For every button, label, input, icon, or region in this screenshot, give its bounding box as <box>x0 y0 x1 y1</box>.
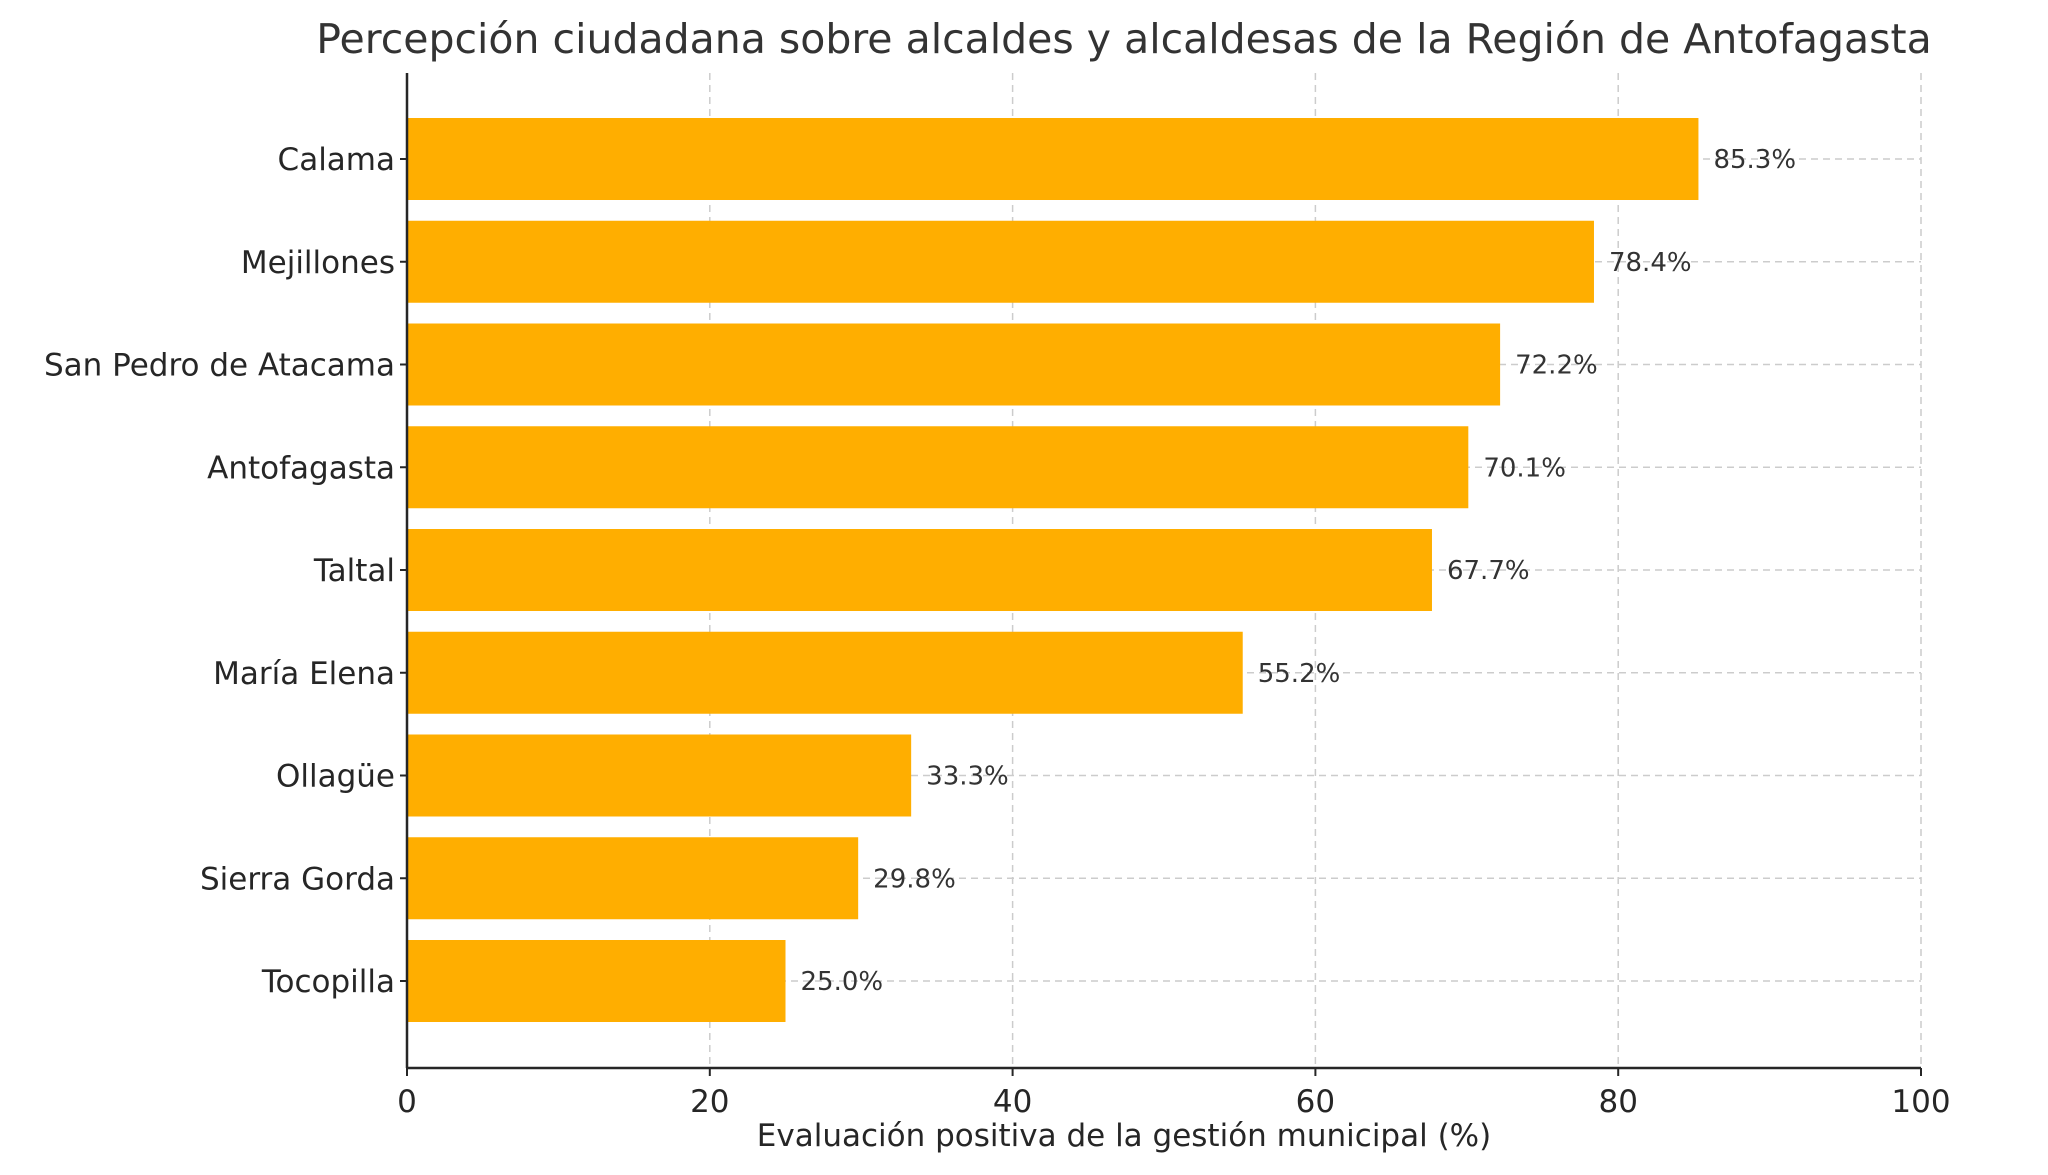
x-tick-label-5: 100 <box>1891 1084 1950 1120</box>
bar-1 <box>407 220 1594 303</box>
bars <box>407 118 1699 1022</box>
value-label-0: 85.3% <box>1713 145 1796 175</box>
chart-title: Percepción ciudadana sobre alcaldes y al… <box>316 15 1932 63</box>
bar-8 <box>407 940 786 1022</box>
category-label-2: San Pedro de Atacama <box>44 348 395 384</box>
value-label-4: 67.7% <box>1447 556 1530 586</box>
category-label-3: Antofagasta <box>207 450 395 486</box>
value-label-1: 78.4% <box>1609 248 1692 278</box>
x-tick-label-0: 0 <box>397 1084 417 1120</box>
category-label-8: Tocopilla <box>261 964 395 1000</box>
value-label-3: 70.1% <box>1483 453 1566 483</box>
value-label-6: 33.3% <box>926 762 1009 792</box>
axes <box>400 73 1922 1076</box>
x-tick-label-1: 20 <box>690 1084 729 1120</box>
category-label-0: Calama <box>278 142 395 178</box>
bar-4 <box>407 529 1432 611</box>
category-label-4: Taltal <box>313 553 395 589</box>
value-label-2: 72.2% <box>1515 351 1598 381</box>
bar-0 <box>407 118 1699 200</box>
value-label-8: 25.0% <box>801 967 884 997</box>
x-axis-label: Evaluación positiva de la gestión munici… <box>757 1118 1491 1154</box>
bar-2 <box>407 323 1501 406</box>
labels: 85.3% Calama 78.4% Mejillones 72.2% San Pedro… <box>44 142 1951 1120</box>
category-label-5: María Elena <box>213 656 395 692</box>
bar-3 <box>407 426 1469 509</box>
x-tick-label-2: 40 <box>993 1084 1032 1120</box>
category-label-1: Mejillones <box>241 245 395 281</box>
category-label-7: Sierra Gorda <box>200 861 395 897</box>
x-tick-label-4: 80 <box>1598 1084 1637 1120</box>
category-label-6: Ollagüe <box>276 759 395 795</box>
value-label-5: 55.2% <box>1258 659 1341 689</box>
value-label-7: 29.8% <box>873 864 956 894</box>
bar-6 <box>407 734 912 817</box>
x-tick-label-3: 60 <box>1296 1084 1335 1120</box>
bar-5 <box>407 631 1243 714</box>
bar-7 <box>407 837 859 920</box>
